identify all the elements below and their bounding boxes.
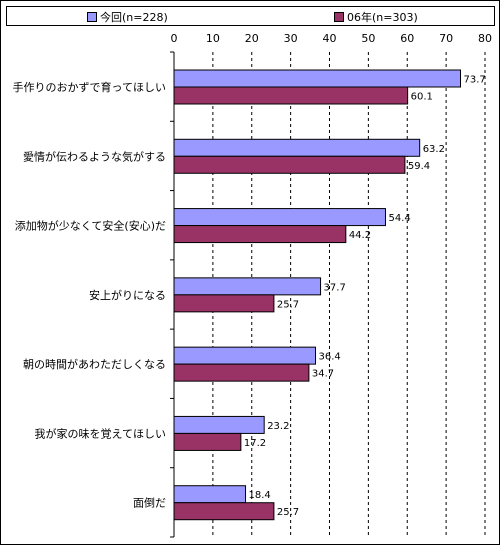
x-tick-label: 40 — [323, 32, 337, 45]
data-label: 44.2 — [349, 230, 371, 241]
bar-2006 — [173, 155, 406, 174]
data-label: 25.7 — [277, 507, 299, 518]
legend-swatch-current — [87, 12, 97, 22]
data-label: 23.2 — [267, 421, 289, 432]
bar-current — [173, 138, 421, 157]
category-label: 安上がりになる — [89, 288, 166, 302]
bar-2006 — [173, 502, 275, 521]
bar-2006 — [173, 432, 242, 451]
x-tick-label: 80 — [478, 32, 492, 45]
data-label: 36.4 — [319, 352, 341, 363]
bar-2006 — [173, 225, 347, 244]
category-label: 愛情が伝わるような気がする — [23, 149, 166, 163]
category-label: 我が家の味を覚えてほしい — [35, 426, 166, 440]
bar-2006 — [173, 363, 310, 382]
data-label: 17.2 — [244, 438, 266, 449]
x-tick-label: 0 — [171, 32, 178, 45]
legend-item-2006: 06年(n=303) — [334, 9, 418, 25]
data-label: 73.7 — [464, 75, 486, 86]
data-label: 18.4 — [249, 490, 271, 501]
x-tick-label: 70 — [439, 32, 453, 45]
x-tick-label: 30 — [284, 32, 298, 45]
legend-label-2006: 06年(n=303) — [347, 11, 418, 24]
x-tick-label: 20 — [245, 32, 259, 45]
legend-swatch-2006 — [334, 12, 344, 22]
bar-2006 — [173, 294, 275, 313]
legend-item-current: 今回(n=228) — [87, 9, 168, 25]
x-tick-label: 60 — [400, 32, 414, 45]
data-label: 25.7 — [277, 299, 299, 310]
data-label: 59.4 — [408, 161, 430, 172]
data-label: 60.1 — [411, 92, 433, 103]
bar-current — [173, 485, 247, 504]
data-label: 63.2 — [423, 144, 445, 155]
category-label: 手作りのおかずで育ってほしい — [13, 80, 166, 94]
category-label: 面倒だ — [133, 497, 166, 510]
category-label: 添加物が少なくて安全(安心)だ — [15, 219, 166, 233]
legend-label-current: 今回(n=228) — [100, 11, 168, 24]
data-label: 37.7 — [324, 282, 346, 293]
bar-current — [173, 69, 462, 88]
bar-current — [173, 277, 322, 296]
data-label: 54.4 — [388, 213, 410, 224]
bar-2006 — [173, 86, 409, 105]
bar-current — [173, 346, 317, 365]
category-label: 朝の時間があわただしくなる — [23, 357, 166, 371]
data-label: 34.7 — [312, 369, 334, 380]
bar-current — [173, 415, 265, 434]
x-tick-label: 10 — [206, 32, 220, 45]
x-tick-label: 50 — [361, 32, 375, 45]
legend: 今回(n=228) 06年(n=303) — [6, 6, 495, 26]
bar-current — [173, 208, 386, 227]
